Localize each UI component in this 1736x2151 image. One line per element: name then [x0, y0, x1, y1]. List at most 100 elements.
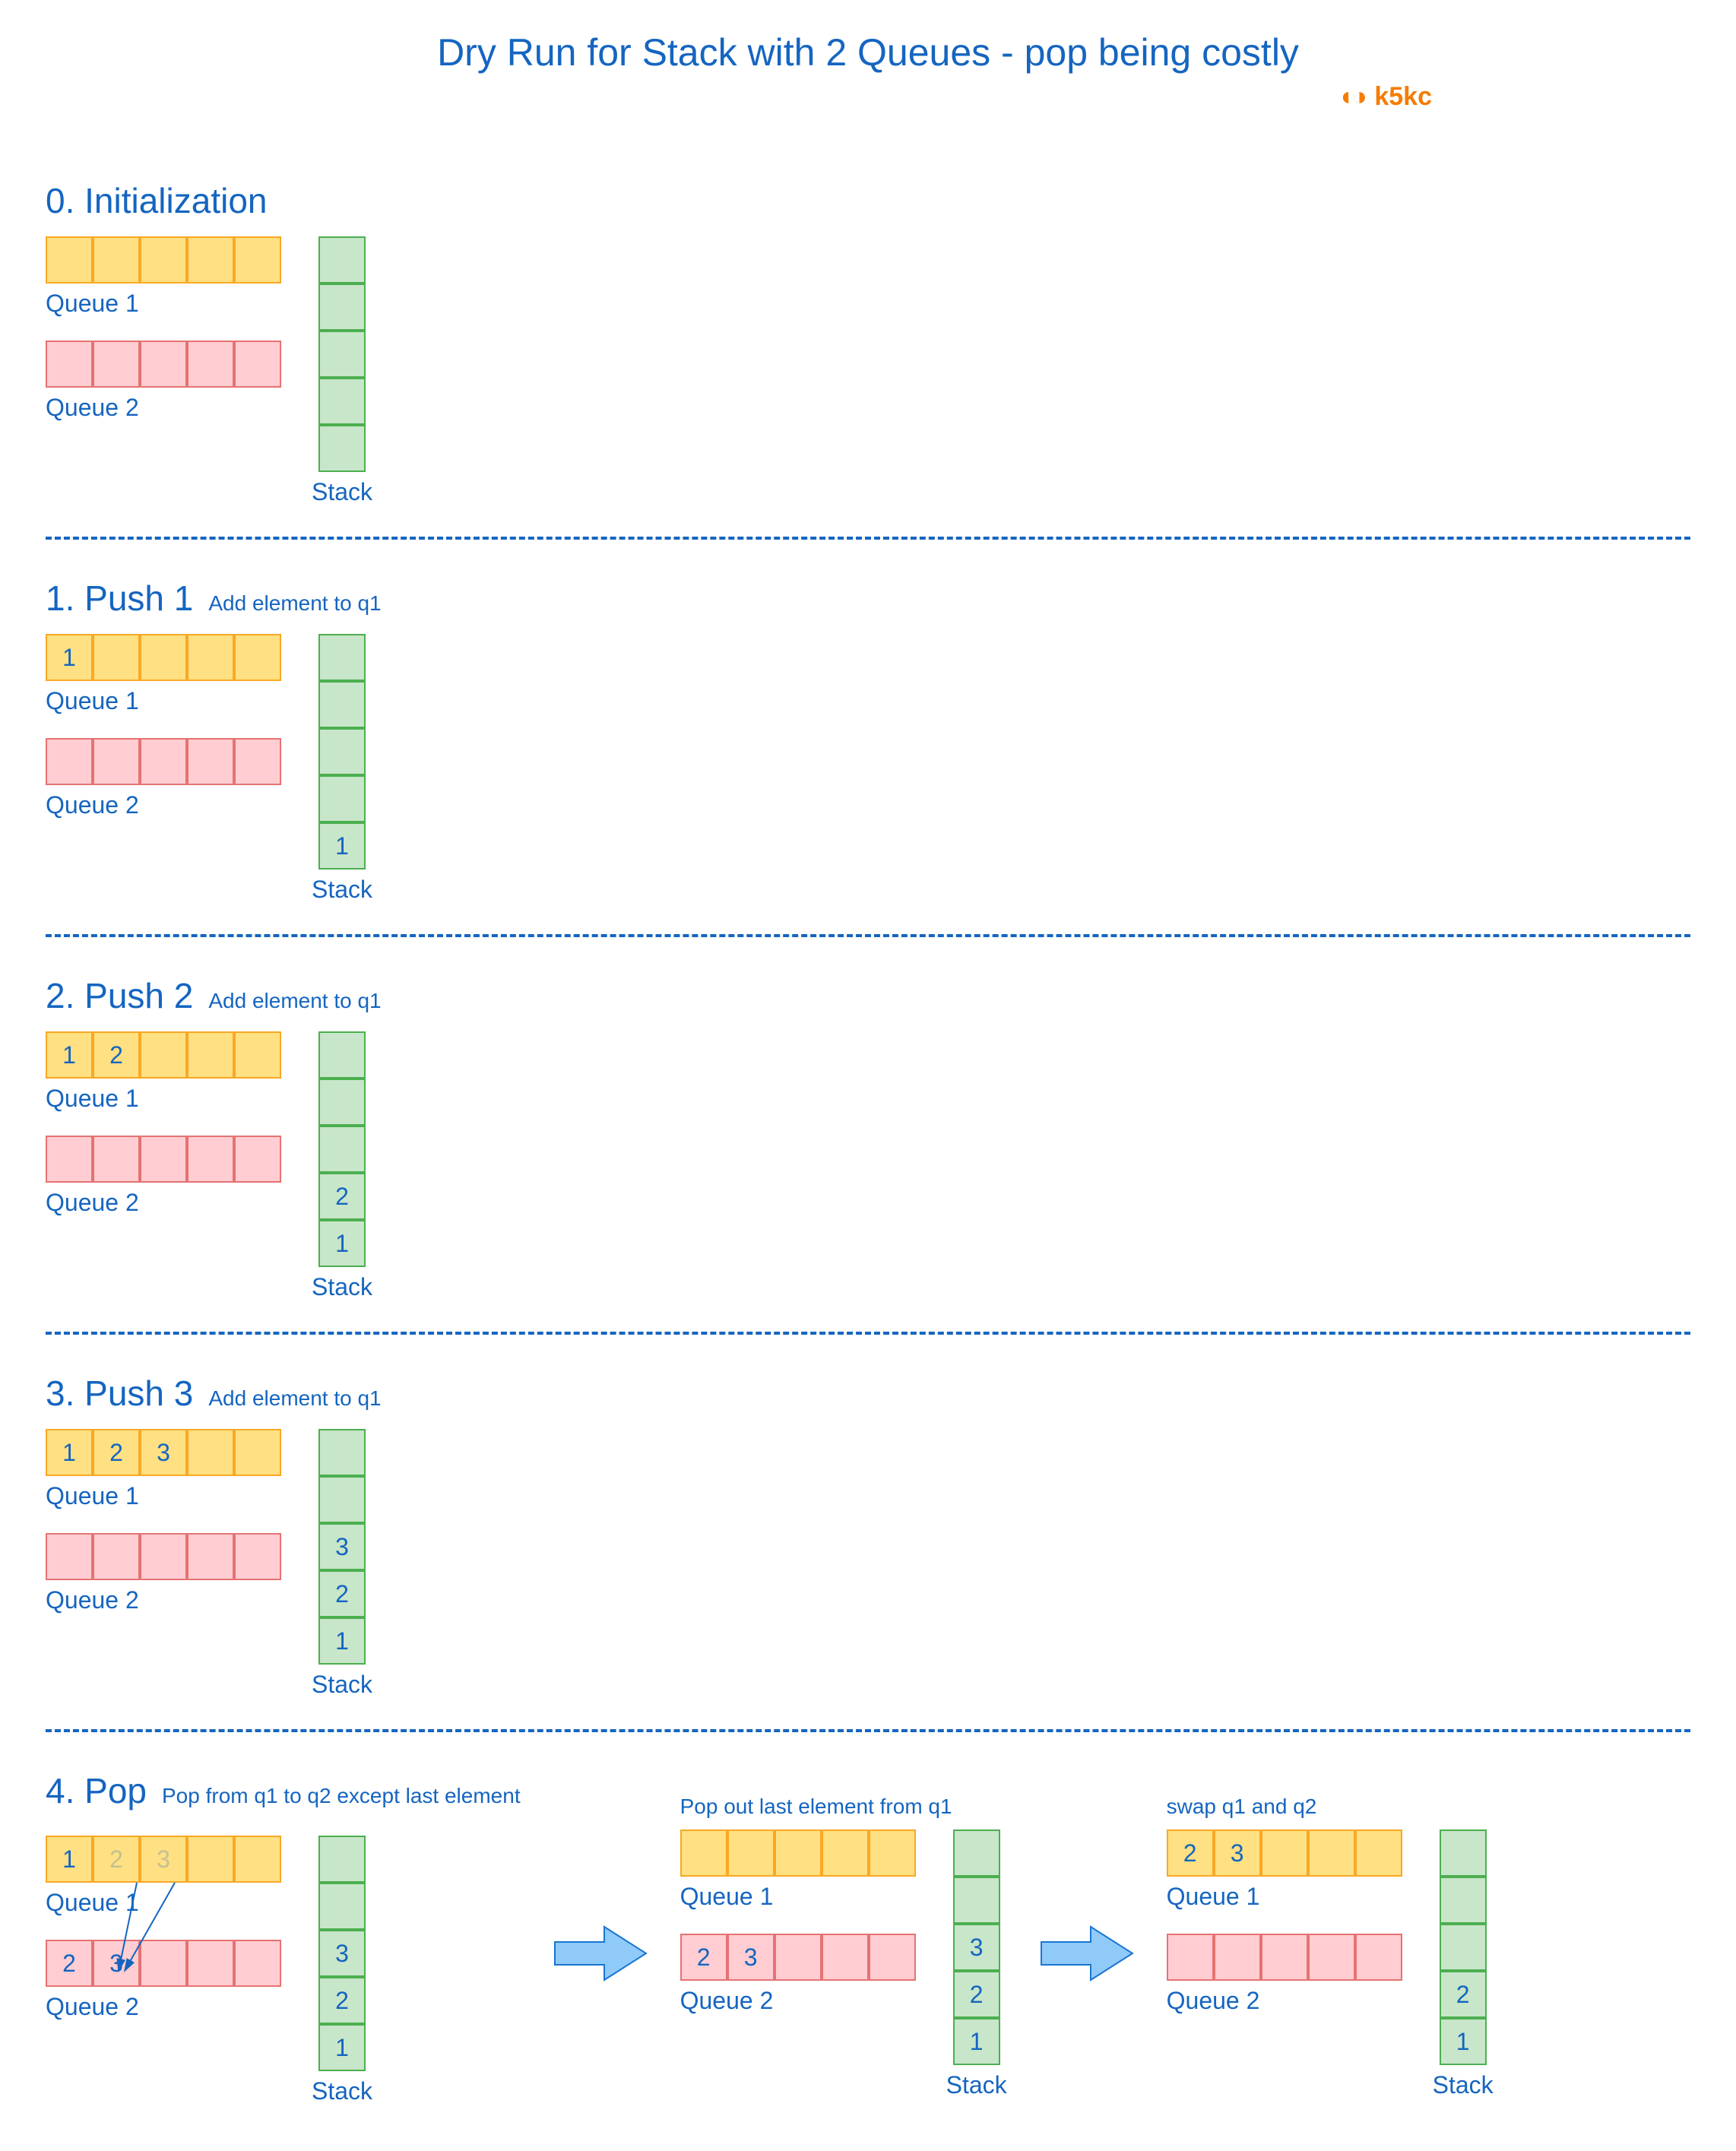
step-section-pop: 4. PopPop from q1 to q2 except last elem… [46, 1747, 1690, 2121]
q1-label: Queue 1 [46, 1482, 281, 1510]
stack-cell: 2 [318, 1977, 366, 2024]
q2-label: Queue 2 [46, 394, 281, 422]
q1-label: Queue 1 [46, 290, 281, 318]
step-note: Add element to q1 [208, 989, 381, 1013]
q2-cell [187, 341, 234, 388]
q1-cell [775, 1829, 822, 1877]
q2-cell [187, 738, 234, 785]
stack-cell [318, 284, 366, 331]
page-title: Dry Run for Stack with 2 Queues - pop be… [46, 30, 1690, 74]
q1-cell [46, 236, 93, 284]
q1-cell [93, 634, 140, 681]
stack-column: 21 Stack [1433, 1829, 1494, 2099]
q1-cell [869, 1829, 916, 1877]
stack-cell: 2 [953, 1971, 1000, 2018]
q2-cell: 2 [680, 1934, 727, 1981]
q1-block: Queue 1 [680, 1829, 916, 1911]
stack-label: Stack [312, 876, 372, 904]
step-section: 0. Initialization Queue 1 Queue 2 Stack [46, 157, 1690, 521]
q2-label: Queue 2 [46, 1993, 281, 2021]
stack-cell [318, 775, 366, 822]
stack-cell [318, 236, 366, 284]
q2-cell [187, 1533, 234, 1580]
q2-block: Queue 2 [46, 738, 281, 819]
stack-cell: 3 [953, 1924, 1000, 1971]
section-divider [46, 537, 1690, 540]
q1-cell [234, 634, 281, 681]
stack-cell: 1 [318, 822, 366, 870]
stack-column: 321Stack [312, 1836, 372, 2105]
substep-note: swap q1 and q2 [1167, 1795, 1494, 1820]
q2-cell [822, 1934, 869, 1981]
q1-cell [1261, 1829, 1308, 1877]
step-title-text: 2. Push 2 [46, 975, 193, 1016]
stack-cell: 1 [318, 1220, 366, 1267]
stack-column: Stack [312, 236, 372, 506]
step-section: 3. Push 3 Add element to q1 12 3 Queue 1 Queu… [46, 1350, 1690, 1714]
q2-cell [140, 738, 187, 785]
step-title-text: 0. Initialization [46, 180, 268, 221]
q2-cell: 3 [727, 1934, 775, 1981]
q2-cell [46, 1533, 93, 1580]
stack-cell [1440, 1829, 1487, 1877]
q1-cell: 2 [1167, 1829, 1214, 1877]
q2-cell [140, 1136, 187, 1183]
stack-label: Stack [946, 2071, 1007, 2099]
step-title-text: 3. Push 3 [46, 1373, 193, 1414]
q2-cell [1167, 1934, 1214, 1981]
q1-block: Queue 1 [46, 236, 281, 318]
q1-cell [140, 236, 187, 284]
stack-cell [318, 681, 366, 728]
substep-note: Pop out last element from q1 [680, 1795, 1007, 1820]
stack-cell: 2 [318, 1173, 366, 1220]
q1-cell [187, 1836, 234, 1883]
stack-label: Stack [312, 1273, 372, 1301]
stack-cell [953, 1877, 1000, 1924]
stack-label: Stack [1433, 2071, 1494, 2099]
stack-cell: 1 [318, 1617, 366, 1665]
q1-cell [93, 236, 140, 284]
q1-block: 1Queue 1 [46, 634, 281, 715]
q2-label: Queue 2 [1167, 1987, 1402, 2015]
q2-label: Queue 2 [46, 1189, 281, 1217]
stack-cell: 1 [318, 2024, 366, 2071]
q2-cell [93, 1136, 140, 1183]
q2-block: Queue 2 [46, 1533, 281, 1614]
q2-cell [775, 1934, 822, 1981]
q2-cell [46, 738, 93, 785]
q2-cell: 2 [46, 1940, 93, 1987]
stack-cell [318, 1429, 366, 1476]
stack-cell [318, 1079, 366, 1126]
q2-cell [93, 738, 140, 785]
stack-cell: 2 [318, 1570, 366, 1617]
q1-cell: 3 [140, 1429, 187, 1476]
next-arrow-icon [551, 1919, 650, 1988]
q1-cell [140, 1031, 187, 1079]
stack-cell: 1 [953, 2018, 1000, 2065]
q2-cell [234, 1136, 281, 1183]
q1-cell [234, 1429, 281, 1476]
stack-cell: 1 [1440, 2018, 1487, 2065]
q2-cell [187, 1940, 234, 1987]
q1-label: Queue 1 [46, 1085, 281, 1113]
step-note: Add element to q1 [208, 1386, 381, 1411]
stack-cell: 2 [1440, 1971, 1487, 2018]
q1-cell [727, 1829, 775, 1877]
q1-cell [187, 634, 234, 681]
stack-cell [953, 1829, 1000, 1877]
step-title-text: 4. Pop [46, 1770, 147, 1811]
stack-label: Stack [312, 478, 372, 506]
q2-block: Queue 2 [46, 341, 281, 422]
watermark: ◐◑ k5kc [46, 82, 1432, 112]
q1-block: 123Queue 1 [46, 1429, 281, 1510]
q1-cell [1355, 1829, 1402, 1877]
q2-cell [46, 1136, 93, 1183]
q2-cell [140, 341, 187, 388]
q2-block: Queue 2 [1167, 1934, 1402, 2015]
step-note: Add element to q1 [208, 591, 381, 616]
q2-block: 23Queue 2 [680, 1934, 916, 2015]
q2-cell [140, 1533, 187, 1580]
step-title: 1. Push 1Add element to q1 [46, 578, 1690, 619]
q2-cell [140, 1940, 187, 1987]
q2-cell [1261, 1934, 1308, 1981]
